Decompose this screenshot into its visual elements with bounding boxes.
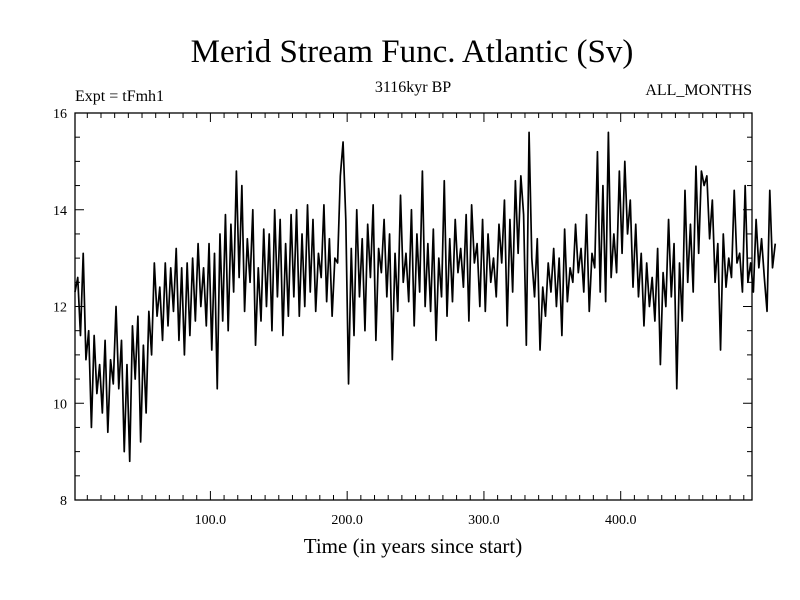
chart-title: Merid Stream Func. Atlantic (Sv) [191, 34, 634, 70]
y-tick-label: 8 [60, 494, 67, 509]
y-tick-label: 14 [53, 204, 67, 219]
x-axis-label: Time (in years since start) [304, 534, 523, 558]
y-tick-label: 16 [53, 107, 67, 122]
x-tick-label: 100.0 [195, 513, 227, 528]
x-tick-label: 200.0 [331, 513, 363, 528]
months-label: ALL_MONTHS [645, 82, 752, 99]
data-series-line [74, 131, 777, 463]
y-tick-label: 12 [53, 301, 67, 316]
period-label: 3116kyr BP [375, 79, 451, 96]
x-tick-label: 300.0 [468, 513, 500, 528]
x-tick-label: 400.0 [605, 513, 637, 528]
experiment-label: Expt = tFmh1 [75, 88, 164, 105]
axis-ticks: 100.0 200.0 300.0 400.0 8 10 12 14 16 [53, 107, 752, 528]
y-tick-label: 10 [53, 397, 67, 412]
